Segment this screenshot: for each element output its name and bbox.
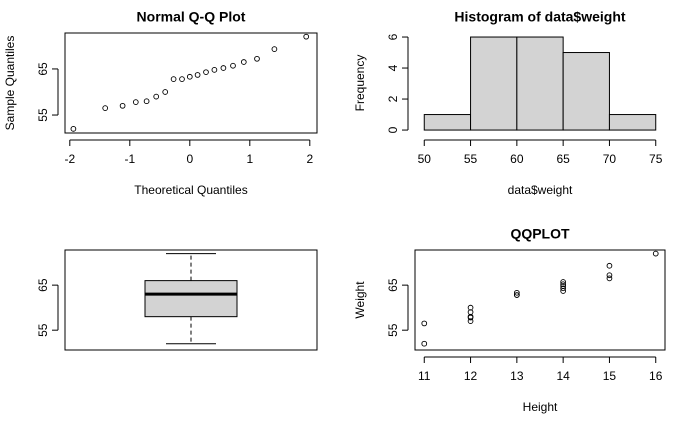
point <box>203 69 209 76</box>
chart-title: Histogram of data$weight <box>454 9 625 25</box>
x-axis-label: data$weight <box>508 183 573 197</box>
x-axis-label: Theoretical Quantiles <box>134 183 247 197</box>
point <box>560 285 566 292</box>
point <box>240 59 247 65</box>
point <box>211 67 218 73</box>
bar <box>608 114 657 131</box>
y-tick-label: 4 <box>386 64 400 71</box>
point <box>153 93 160 100</box>
y-tick-label: 55 <box>386 323 400 337</box>
x-tick-label: 14 <box>556 369 570 383</box>
point <box>514 292 520 298</box>
point <box>162 89 169 95</box>
x-tick-label: 70 <box>603 152 617 166</box>
point <box>186 73 193 80</box>
x-tick-label: 15 <box>603 369 617 383</box>
bar <box>470 36 518 131</box>
y-axis-label: Frequency <box>353 55 367 112</box>
x-tick-label: 75 <box>649 152 663 166</box>
x-tick-label: 12 <box>464 369 478 383</box>
x-tick-label: 50 <box>418 152 432 166</box>
point <box>194 72 201 78</box>
y-tick-label: 65 <box>386 278 400 292</box>
plot-frame <box>64 32 318 134</box>
y-tick-label: 55 <box>36 323 50 337</box>
y-axis-label: Weight <box>353 281 367 319</box>
point <box>560 283 566 289</box>
plot-frame <box>414 249 666 351</box>
y-tick-label: 65 <box>36 278 50 292</box>
point <box>220 65 227 71</box>
x-tick-label: -1 <box>124 152 135 166</box>
x-tick-label: 55 <box>464 152 478 166</box>
point <box>132 99 139 105</box>
point <box>606 275 613 282</box>
x-tick-label: 60 <box>510 152 524 166</box>
bar <box>562 52 610 131</box>
x-tick-label: 2 <box>306 152 313 166</box>
y-tick-label: 65 <box>36 62 50 76</box>
plot-frame <box>64 249 318 351</box>
x-tick-label: 11 <box>418 369 431 383</box>
y-axis-label: Sample Quantiles <box>3 36 17 131</box>
x-tick-label: 1 <box>246 152 253 166</box>
point <box>514 289 520 296</box>
x-tick-label: 13 <box>510 369 524 383</box>
bar <box>423 114 472 131</box>
bar <box>516 36 564 131</box>
x-axis-label: Height <box>523 400 558 414</box>
point <box>606 272 613 279</box>
x-tick-label: 65 <box>556 152 570 166</box>
point <box>303 33 310 40</box>
y-tick-label: 55 <box>36 108 50 122</box>
point <box>230 62 236 69</box>
point <box>119 102 126 109</box>
point <box>421 320 428 327</box>
point <box>102 105 109 111</box>
point <box>560 279 566 285</box>
point <box>560 281 566 288</box>
point <box>254 55 260 62</box>
chart-title: Normal Q-Q Plot <box>137 9 246 25</box>
chart-title: QQPLOT <box>510 226 570 242</box>
point <box>606 262 613 269</box>
y-tick-label: 0 <box>386 126 400 133</box>
point <box>70 126 77 132</box>
point <box>271 46 278 52</box>
point <box>467 304 474 311</box>
x-tick-label: 16 <box>649 369 663 383</box>
point <box>143 98 150 105</box>
point <box>421 340 428 347</box>
x-tick-label: 0 <box>186 152 193 166</box>
y-tick-label: 6 <box>386 33 400 40</box>
y-tick-label: 2 <box>386 95 400 102</box>
x-tick-label: -2 <box>64 152 75 166</box>
box <box>144 280 238 318</box>
point <box>652 250 659 257</box>
point <box>170 76 177 82</box>
point <box>179 76 185 82</box>
